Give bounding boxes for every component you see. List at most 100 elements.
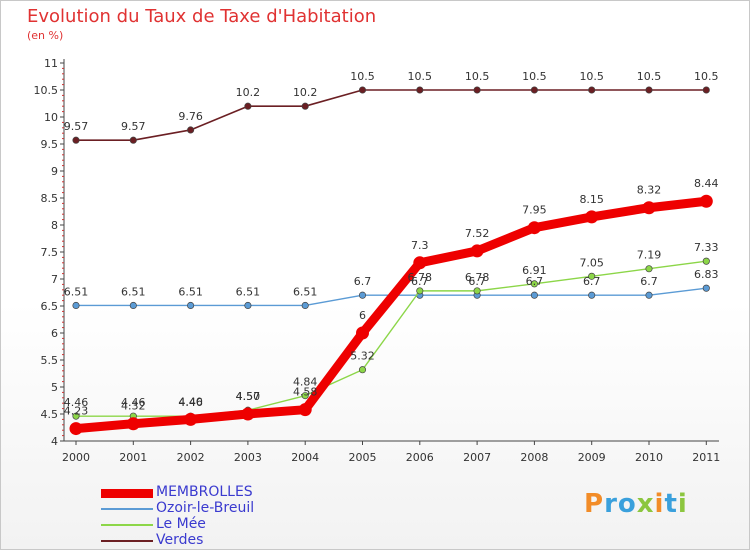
y-tick-label: 7 — [51, 273, 58, 286]
data-point — [72, 412, 80, 420]
data-label: 6.51 — [178, 285, 203, 298]
data-point — [702, 284, 710, 292]
y-tick-label: 6.5 — [41, 300, 59, 313]
data-point — [187, 301, 195, 310]
data-point — [530, 280, 538, 288]
data-label: 4.46 — [178, 396, 203, 409]
data-point — [642, 201, 656, 215]
data-label: 7.95 — [522, 204, 547, 217]
data-label: 4.46 — [121, 396, 146, 409]
proxiti-logo: Proxiti — [584, 489, 688, 519]
data-point — [358, 366, 367, 374]
data-label: 10.5 — [350, 70, 375, 83]
data-label: 6.78 — [408, 271, 433, 284]
x-tick-label: 2001 — [119, 451, 147, 464]
data-point — [585, 210, 599, 224]
y-tick-label: 4.5 — [41, 408, 59, 421]
data-point — [358, 86, 367, 94]
data-label: 10.2 — [293, 86, 318, 99]
data-point — [416, 287, 424, 295]
data-label: 6.7 — [354, 275, 372, 288]
legend-swatch — [101, 508, 153, 510]
data-label: 6.7 — [640, 275, 658, 288]
data-label: 10.5 — [522, 70, 547, 83]
y-tick-label: 10 — [44, 111, 58, 124]
x-tick-label: 2011 — [692, 451, 720, 464]
data-point — [588, 272, 596, 280]
data-label: 10.2 — [236, 86, 261, 99]
x-tick-label: 2006 — [406, 451, 434, 464]
data-point — [301, 102, 309, 110]
legend-label: Verdes — [156, 532, 204, 548]
data-label: 6 — [359, 309, 366, 322]
data-label: 4.50 — [236, 390, 261, 403]
chart-unit-label: (en %) — [27, 29, 64, 42]
data-point — [588, 291, 596, 299]
data-label: 4.84 — [293, 376, 318, 389]
data-label: 7.3 — [411, 239, 429, 252]
data-label: 4.57 — [236, 390, 261, 403]
data-point — [699, 194, 713, 208]
x-tick-label: 2010 — [635, 451, 663, 464]
data-label: 6.51 — [293, 285, 318, 298]
data-point — [645, 265, 653, 273]
data-label: 6.7 — [583, 275, 601, 288]
y-tick-label: 6 — [51, 327, 58, 340]
data-label: 7.05 — [579, 256, 604, 269]
y-tick-label: 9.5 — [41, 138, 59, 151]
data-point — [301, 301, 309, 310]
data-label: 10.5 — [637, 70, 662, 83]
data-label: 6.83 — [694, 268, 719, 281]
data-point — [356, 326, 369, 340]
data-point — [244, 102, 252, 110]
legend-label: MEMBROLLES — [156, 484, 253, 500]
data-point — [416, 86, 424, 94]
data-label: 4.46 — [64, 396, 89, 409]
legend-swatch — [101, 488, 153, 498]
x-tick-label: 2000 — [62, 451, 90, 464]
data-label: 4.40 — [178, 395, 203, 408]
data-label: 6.7 — [468, 275, 486, 288]
data-point — [69, 422, 83, 436]
data-label: 4.32 — [121, 400, 146, 413]
legend-swatch — [101, 524, 153, 526]
data-label: 6.7 — [526, 275, 544, 288]
y-tick-label: 5 — [51, 381, 58, 394]
y-tick-label: 8 — [51, 219, 58, 232]
data-point — [72, 136, 80, 144]
data-point — [470, 244, 484, 258]
data-label: 6.91 — [522, 264, 547, 277]
x-tick-label: 2007 — [463, 451, 491, 464]
data-point — [298, 403, 312, 417]
data-label: 6.7 — [411, 275, 429, 288]
data-point — [129, 136, 137, 144]
data-point — [184, 412, 198, 426]
data-label: 10.5 — [465, 70, 490, 83]
data-point — [129, 301, 137, 310]
data-label: 10.5 — [694, 70, 719, 83]
data-point — [301, 392, 309, 400]
data-label: 9.76 — [178, 110, 203, 123]
data-point — [358, 291, 367, 299]
data-label: 9.57 — [121, 120, 146, 133]
data-label: 4.58 — [293, 386, 318, 399]
data-point — [588, 86, 596, 94]
data-point — [244, 301, 252, 310]
legend-label: Le Mée — [156, 516, 206, 532]
data-point — [241, 407, 255, 421]
data-point — [527, 221, 541, 235]
y-tick-label: 5.5 — [41, 354, 59, 367]
series-line — [76, 89, 707, 142]
data-label: 9.57 — [64, 120, 89, 133]
data-point — [473, 86, 481, 94]
y-tick-label: 7.5 — [41, 246, 59, 259]
data-point — [413, 256, 427, 270]
data-point — [702, 257, 710, 265]
y-tick-label: 9 — [51, 165, 58, 178]
data-point — [645, 86, 653, 94]
data-label: 6.51 — [64, 285, 89, 298]
data-label: 10.5 — [408, 70, 433, 83]
data-point — [645, 291, 653, 299]
chart-title: Evolution du Taux de Taxe d'Habitation — [27, 6, 377, 27]
data-label: 8.44 — [694, 177, 719, 190]
